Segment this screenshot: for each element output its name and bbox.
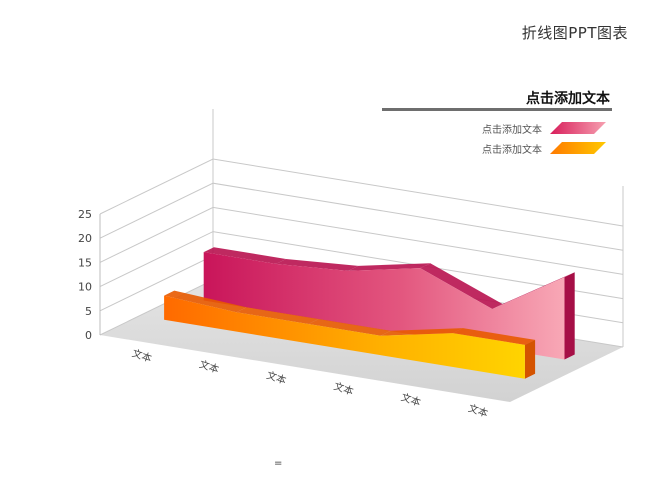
gridline [99, 158, 624, 227]
x-tick-label: 文本 [130, 346, 153, 365]
series-2-front-face [164, 295, 525, 379]
legend-header: 点击添加文本 [526, 91, 610, 107]
page-title: 折线图PPT图表 [521, 24, 628, 42]
gridline [99, 182, 624, 251]
legend-label: 点击添加文本 [482, 125, 542, 136]
legend-divider [382, 108, 612, 111]
series-2-top-segment [452, 328, 536, 345]
series-2-top-segment [236, 307, 319, 324]
x-tick-label: 文本 [265, 368, 288, 387]
y-tick-label: 10 [78, 281, 92, 294]
y-tick-label: 25 [78, 208, 92, 221]
chart-grid [99, 109, 624, 402]
series-2-top-segment [380, 328, 463, 336]
chart-series [164, 247, 575, 379]
series-1-top-segment [348, 263, 431, 271]
series-2-top-segment [164, 290, 247, 313]
series-1-end-cap [564, 272, 575, 360]
series-1-top-segment [420, 263, 503, 309]
series-1-top-segment [492, 272, 575, 309]
series-2-top-segment [308, 319, 391, 336]
legend-label: 点击添加文本 [482, 145, 542, 156]
x-tick-label: 文本 [332, 379, 355, 398]
x-tick-label: 文本 [399, 390, 422, 409]
legend-swatch-series-2 [550, 142, 606, 154]
y-tick-label: 20 [78, 232, 92, 245]
series-1-top-segment [203, 247, 286, 264]
legend-swatch-series-1 [550, 122, 606, 134]
y-tick-label: 15 [78, 256, 92, 269]
y-tick-label: 0 [85, 329, 92, 342]
gridline [99, 206, 624, 275]
series-1-top-segment [275, 259, 359, 271]
legend-item-series-2: 点击添加文本 [440, 140, 610, 156]
x-tick-label: 文本 [467, 401, 490, 420]
y-tick-label: 5 [85, 305, 92, 318]
series-2-end-cap [524, 339, 536, 379]
x-tick-label: 文本 [198, 357, 221, 376]
bottom-mark: = [274, 458, 283, 469]
legend-item-series-1: 点击添加文本 [440, 120, 610, 136]
